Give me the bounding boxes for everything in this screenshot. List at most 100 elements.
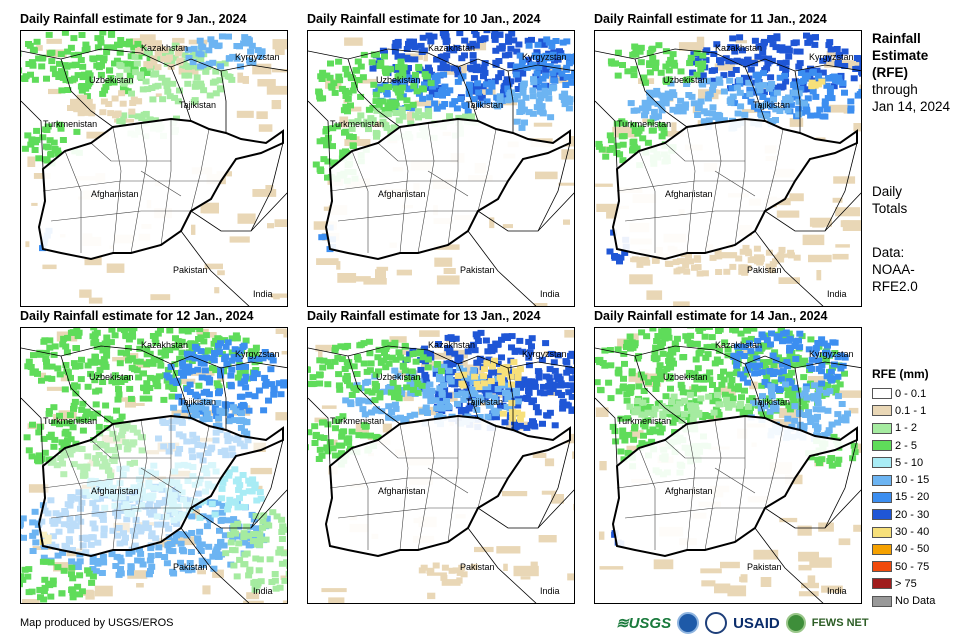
legend-label: 50 - 75 (895, 560, 930, 573)
side-through: through (872, 82, 918, 97)
map-panel: Daily Rainfall estimate for 11 Jan., 202… (594, 12, 862, 307)
country-label-kyrgyzstan: Kyrgyzstan (809, 349, 854, 359)
panel-title: Daily Rainfall estimate for 14 Jan., 202… (594, 309, 828, 323)
legend-label: 0.1 - 1 (895, 404, 927, 417)
usgs-logo: ≋USGS (616, 615, 672, 632)
legend-label: 0 - 0.1 (895, 387, 927, 400)
legend-item: 0 - 0.1 (872, 385, 972, 402)
country-label-turkmenistan: Turkmenistan (330, 416, 385, 426)
legend-swatch (872, 457, 892, 469)
side-data-3: RFE2.0 (872, 279, 918, 294)
country-label-pakistan: Pakistan (747, 265, 782, 275)
rainfall-map: Kazakhstan Kyrgyzstan Uzbekistan Tajikistan… (20, 30, 288, 307)
state-seal-logo (705, 612, 728, 634)
legend-label: 20 - 30 (895, 508, 930, 521)
country-label-pakistan: Pakistan (173, 265, 208, 275)
rainfall-map-svg (21, 328, 287, 603)
side-title-3: (RFE) (872, 65, 908, 80)
rainfall-map-svg (595, 328, 861, 603)
panel-title: Daily Rainfall estimate for 12 Jan., 202… (20, 309, 254, 323)
country-label-uzbekistan: Uzbekistan (663, 75, 708, 85)
country-label-tajikistan: Tajikistan (753, 100, 791, 110)
fews-globe-icon (785, 613, 806, 633)
rainfall-map: Kazakhstan Kyrgyzstan Uzbekistan Tajikistan… (594, 327, 862, 604)
country-label-kyrgyzstan: Kyrgyzstan (235, 349, 280, 359)
country-label-india: India (253, 586, 273, 596)
country-label-afghanistan: Afghanistan (665, 189, 713, 199)
legend-swatch (872, 405, 892, 417)
rainfall-map: Kazakhstan Kyrgyzstan Uzbekistan Tajikistan… (307, 327, 575, 604)
side-data-1: Data: (872, 245, 905, 260)
country-label-uzbekistan: Uzbekistan (376, 372, 421, 382)
legend: RFE (mm) 0 - 0.1 0.1 - 1 1 - 2 2 - 5 5 - 10 1… (872, 367, 972, 610)
country-label-kazakhstan: Kazakhstan (141, 340, 189, 350)
side-title-1: Rainfall (872, 31, 921, 46)
country-label-kazakhstan: Kazakhstan (141, 43, 189, 53)
noaa-logo (677, 612, 700, 634)
legend-item: 5 - 10 (872, 454, 972, 471)
legend-label: 30 - 40 (895, 526, 930, 539)
legend-swatch (872, 422, 892, 434)
legend-item: > 75 (872, 575, 972, 592)
country-label-tajikistan: Tajikistan (179, 100, 217, 110)
country-label-india: India (540, 586, 560, 596)
country-label-afghanistan: Afghanistan (378, 486, 426, 496)
legend-item: 40 - 50 (872, 541, 972, 558)
legend-label: 10 - 15 (895, 474, 930, 487)
country-label-pakistan: Pakistan (460, 265, 495, 275)
data-source: Data: NOAA- RFE2.0 (872, 244, 918, 295)
legend-swatch (872, 491, 892, 503)
side-title-2: Estimate (872, 48, 929, 63)
rainfall-map-svg (308, 329, 574, 603)
country-label-kazakhstan: Kazakhstan (428, 340, 476, 350)
side-data-2: NOAA- (872, 262, 915, 277)
legend-label: 5 - 10 (895, 456, 924, 469)
daily-totals: Daily Totals (872, 183, 907, 217)
map-panel: Daily Rainfall estimate for 12 Jan., 202… (20, 309, 288, 604)
legend-item: No Data (872, 593, 972, 610)
country-label-pakistan: Pakistan (460, 562, 495, 572)
side-date: Jan 14, 2024 (872, 99, 951, 114)
rainfall-map-svg (21, 31, 287, 306)
legend-item: 20 - 30 (872, 506, 972, 523)
country-label-turkmenistan: Turkmenistan (617, 416, 672, 426)
legend-label: No Data (895, 595, 936, 608)
country-label-afghanistan: Afghanistan (91, 189, 139, 199)
legend-item: 30 - 40 (872, 523, 972, 540)
country-label-afghanistan: Afghanistan (665, 486, 713, 496)
country-label-kyrgyzstan: Kyrgyzstan (235, 52, 280, 62)
fews-net-logo: FEWS NET (811, 617, 869, 629)
legend-swatch (872, 526, 892, 538)
country-label-kazakhstan: Kazakhstan (715, 43, 763, 53)
legend-item: 1 - 2 (872, 420, 972, 437)
panel-title: Daily Rainfall estimate for 9 Jan., 2024 (20, 12, 247, 26)
country-label-india: India (827, 586, 847, 596)
legend-item: 15 - 20 (872, 489, 972, 506)
country-label-tajikistan: Tajikistan (753, 397, 791, 407)
country-label-turkmenistan: Turkmenistan (43, 416, 98, 426)
country-label-india: India (540, 289, 560, 299)
country-label-tajikistan: Tajikistan (179, 397, 217, 407)
usaid-logo: USAID (733, 614, 780, 632)
country-label-pakistan: Pakistan (173, 562, 208, 572)
rainfall-map: Kazakhstan Kyrgyzstan Uzbekistan Tajikistan… (307, 30, 575, 307)
country-label-uzbekistan: Uzbekistan (89, 75, 134, 85)
country-label-turkmenistan: Turkmenistan (43, 119, 98, 129)
country-label-india: India (827, 289, 847, 299)
map-panel: Daily Rainfall estimate for 13 Jan., 202… (307, 309, 575, 604)
legend-title: RFE (mm) (872, 367, 929, 381)
country-label-kazakhstan: Kazakhstan (428, 43, 476, 53)
country-label-pakistan: Pakistan (747, 562, 782, 572)
rainfall-map-svg (595, 32, 861, 306)
map-panel: Daily Rainfall estimate for 10 Jan., 202… (307, 12, 575, 307)
country-label-turkmenistan: Turkmenistan (330, 119, 385, 129)
rainfall-map-svg (308, 31, 574, 306)
legend-item: 10 - 15 (872, 471, 972, 488)
legend-swatch (872, 561, 892, 573)
country-label-kyrgyzstan: Kyrgyzstan (522, 349, 567, 359)
panel-title: Daily Rainfall estimate for 10 Jan., 202… (307, 12, 541, 26)
country-label-uzbekistan: Uzbekistan (663, 372, 708, 382)
country-label-india: India (253, 289, 273, 299)
map-panel: Daily Rainfall estimate for 14 Jan., 202… (594, 309, 862, 604)
country-label-afghanistan: Afghanistan (378, 189, 426, 199)
